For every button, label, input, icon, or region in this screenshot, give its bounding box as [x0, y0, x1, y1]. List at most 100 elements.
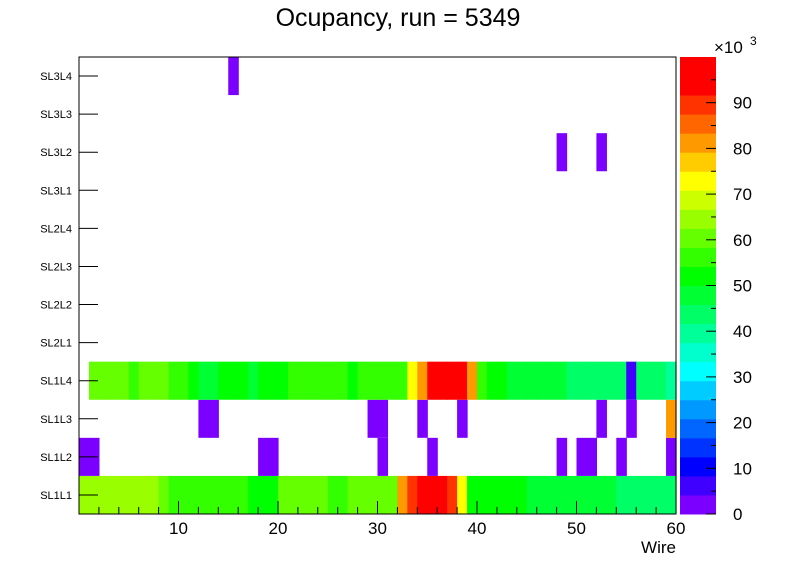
heatmap-cell [447, 475, 458, 514]
heatmap-cell [486, 361, 498, 400]
heatmap-cell [258, 475, 269, 514]
heatmap-cell [656, 475, 667, 514]
heatmap-cell [417, 475, 428, 514]
colorbar-tick-label: 70 [733, 185, 752, 204]
colorbar-tick-label: 10 [733, 459, 752, 478]
heatmap-cell [138, 361, 150, 400]
colorbar-tick-label: 20 [733, 414, 752, 433]
x-tick-label: 40 [468, 519, 487, 538]
heatmap-cell [477, 361, 488, 400]
heatmap-cell [556, 361, 568, 400]
colorbar-swatch [680, 342, 716, 363]
heatmap-cell [327, 475, 339, 514]
heatmap-cell [367, 475, 379, 514]
heatmap-cell [188, 361, 199, 400]
heatmap-cell [467, 361, 478, 400]
heatmap-cell [238, 475, 249, 514]
heatmap-cell [666, 399, 677, 438]
y-tick-label: SL1L2 [40, 452, 72, 464]
heatmap-cell [248, 475, 259, 514]
y-tick-label: SL1L3 [40, 414, 72, 426]
heatmap-cell [546, 361, 558, 400]
heatmap-cell [98, 361, 110, 400]
heatmap-cell [566, 361, 578, 400]
colorbar-swatch [680, 437, 716, 458]
heatmap-cell [526, 475, 538, 514]
heatmap-cell [457, 361, 468, 400]
colorbar-swatch [680, 399, 716, 420]
colorbar-swatch [680, 190, 716, 210]
heatmap-cell [666, 361, 677, 400]
heatmap-cell [218, 361, 229, 400]
heatmap-cell [148, 361, 160, 400]
colorbar-tick-label: 40 [733, 322, 752, 341]
heatmap-cell [596, 361, 607, 400]
heatmap-cell [646, 361, 657, 400]
heatmap-cell [566, 475, 578, 514]
heatmap-cell [98, 475, 110, 514]
heatmap-cell [556, 437, 568, 476]
heatmap-cell [317, 475, 329, 514]
heatmap-cell [666, 437, 677, 476]
heatmap-cell [656, 361, 667, 400]
heatmap-cell [417, 399, 428, 438]
heatmap-cell [427, 437, 438, 476]
colorbar-swatch [680, 456, 716, 477]
heatmap-cell [387, 361, 398, 400]
colorbar-tick-label: 30 [733, 368, 752, 387]
heatmap-cell [606, 361, 617, 400]
heatmap-cell [437, 361, 448, 400]
heatmap-cell [437, 475, 448, 514]
colorbar-swatch [680, 57, 716, 77]
y-tick-label: SL1L4 [40, 376, 72, 388]
heatmap-cell [158, 361, 170, 400]
heatmap-cell [377, 437, 389, 476]
colorbar-swatch [680, 475, 716, 496]
heatmap-cell [546, 475, 558, 514]
colorbar-swatch [680, 76, 716, 96]
heatmap-cell [287, 475, 299, 514]
heatmap-cell [198, 361, 209, 400]
heatmap-cell [496, 475, 508, 514]
heatmap-cell [347, 475, 359, 514]
heatmap-cell [596, 399, 607, 438]
heatmap-cell [516, 361, 528, 400]
heatmap-cell [148, 475, 160, 514]
heatmap-cell [347, 361, 359, 400]
heatmap-cell [357, 361, 369, 400]
heatmap-cell [178, 475, 190, 514]
heatmap-cell [586, 361, 597, 400]
heatmap-cell [367, 361, 379, 400]
heatmap-cell [168, 361, 180, 400]
heatmap-cell [606, 475, 617, 514]
heatmap-cell [208, 399, 219, 438]
heatmap-cell [158, 475, 170, 514]
heatmap-cell [178, 361, 190, 400]
heatmap-cell [278, 475, 289, 514]
heatmap-cell [556, 475, 568, 514]
heatmap-cell [516, 475, 528, 514]
heatmap-cell [477, 475, 488, 514]
heatmap-cell [377, 475, 389, 514]
heatmap-cell [646, 475, 657, 514]
colorbar-swatch [680, 494, 716, 515]
y-tick-label: SL2L1 [40, 338, 72, 350]
x-tick-label: 30 [368, 519, 387, 538]
colorbar-swatch [680, 266, 716, 286]
colorbar-tick-label: 50 [733, 277, 752, 296]
colorbar-swatch [680, 228, 716, 248]
heatmap-cell [576, 437, 588, 476]
heatmap-cell [357, 475, 369, 514]
heatmap-cell [198, 399, 209, 438]
colorbar-swatch [680, 285, 716, 306]
y-tick-label: SL2L3 [40, 261, 72, 273]
heatmap-cell [536, 361, 548, 400]
heatmap-cell [496, 361, 508, 400]
colorbar-swatch [680, 114, 716, 134]
heatmap-cell [526, 361, 538, 400]
heatmap-cell [218, 475, 229, 514]
heatmap-cell [616, 437, 627, 476]
heatmap-cell [128, 475, 140, 514]
colorbar-swatch [680, 361, 716, 382]
